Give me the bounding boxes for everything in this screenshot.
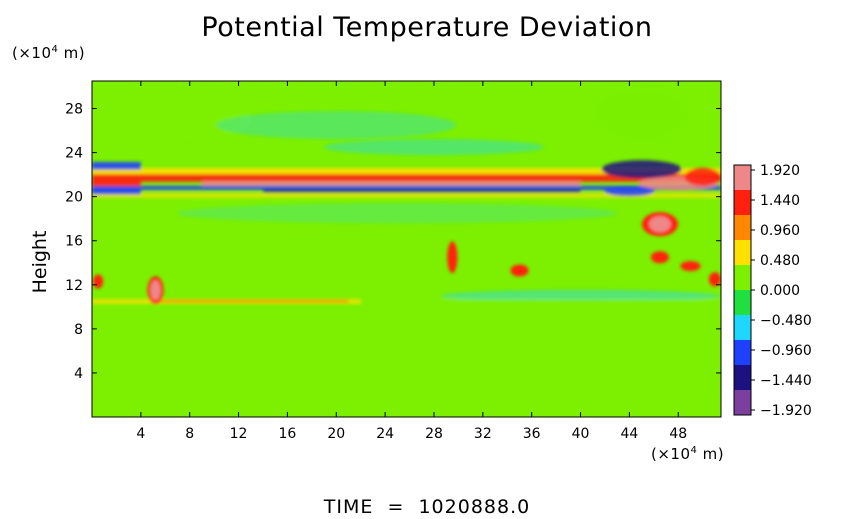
x-unit-exponent: 4	[690, 445, 698, 456]
colorbar-segment	[734, 340, 751, 365]
y-unit-prefix: (×10	[12, 44, 52, 62]
colorbar-label: −0.960	[760, 343, 812, 359]
y-tick-label: 20	[65, 190, 83, 206]
colorbar-segment	[734, 165, 751, 190]
blue-patch-right	[604, 186, 655, 197]
navy-patch-right	[601, 160, 682, 179]
x-tick-label: 32	[474, 426, 492, 442]
warm-cap-right	[591, 86, 692, 143]
colorbar-label: 1.920	[760, 163, 800, 179]
warm-band-10km	[92, 299, 721, 308]
red-band-21km	[92, 174, 721, 182]
x-tick-label: 28	[425, 426, 443, 442]
colorbar-label: 0.480	[760, 253, 800, 269]
colorbar-segment	[734, 390, 751, 415]
x-tick-label: 24	[376, 426, 394, 442]
colorbar-label: −1.440	[760, 373, 812, 389]
x-tick-label: 40	[572, 426, 590, 442]
plume-35	[510, 264, 529, 277]
colorbar-segment	[734, 215, 751, 240]
x-tick-label: 36	[523, 426, 541, 442]
x-tick-label: 20	[327, 426, 345, 442]
plume-29	[447, 241, 458, 274]
warm-cap-left	[129, 97, 250, 142]
colorbar-segment	[734, 315, 751, 340]
orange-band-10km	[153, 299, 349, 303]
x-tick-label: 12	[230, 426, 248, 442]
y-tick-label: 28	[65, 102, 83, 118]
colorbar-segment	[734, 240, 751, 265]
y-unit-suffix: m)	[58, 44, 86, 62]
y-tick-label: 4	[74, 366, 83, 382]
x-axis-unit: (×104 m)	[651, 445, 724, 463]
colorbar-segment	[734, 190, 751, 215]
plume-edge-left	[93, 274, 104, 289]
x-tick-label: 8	[185, 426, 194, 442]
y-unit-exponent: 4	[51, 44, 59, 55]
colorbar-label: −1.920	[760, 403, 812, 419]
y-tick-label: 12	[65, 278, 83, 294]
y-tick-label: 8	[74, 322, 83, 338]
chart-title: Potential Temperature Deviation	[201, 12, 653, 43]
yellow-band-20km	[92, 193, 721, 198]
y-tick-label: 16	[65, 234, 83, 250]
navy-band-20km	[262, 189, 581, 193]
x-unit-prefix: (×10	[651, 445, 691, 463]
colorbar-label: 1.440	[760, 193, 800, 209]
x-tick-label: 16	[279, 426, 297, 442]
colorbar-label: 0.000	[760, 283, 800, 299]
x-tick-label: 48	[669, 426, 687, 442]
plume-46-upper-inner	[648, 216, 671, 233]
plume-edge-right	[708, 272, 721, 287]
cool-band-upper	[323, 139, 544, 156]
x-unit-suffix: m)	[697, 445, 725, 463]
x-tick-label: 4	[136, 426, 145, 442]
colorbar-segment	[734, 365, 751, 390]
pink-band-21km	[201, 181, 581, 186]
red-patch-left	[92, 178, 141, 187]
colorbar-label: −0.480	[760, 313, 812, 329]
y-axis-label: Height	[29, 230, 51, 294]
cool-band-mid	[177, 203, 618, 224]
x-tick-label: 44	[620, 426, 638, 442]
time-label: TIME = 1020888.0	[323, 496, 531, 518]
y-tick-label: 24	[65, 146, 83, 162]
cool-cap-upper	[216, 111, 457, 140]
y-axis-unit: (×104 m)	[12, 44, 85, 62]
plume-49	[680, 261, 701, 272]
cool-band-low	[440, 289, 721, 302]
blue-patch-left-upper	[92, 161, 141, 170]
yellow-band-22km	[92, 168, 721, 175]
red-patch-right	[684, 167, 721, 186]
colorbar-segment	[734, 265, 751, 290]
plume-4-inner	[150, 280, 161, 301]
blue-patch-left-lower	[92, 187, 141, 195]
plot-frame	[91, 80, 722, 418]
colorbar-segment	[734, 290, 751, 315]
blue-band-21km	[92, 185, 721, 191]
plume-46-lower	[650, 251, 669, 264]
colorbar-label: 0.960	[760, 223, 800, 239]
